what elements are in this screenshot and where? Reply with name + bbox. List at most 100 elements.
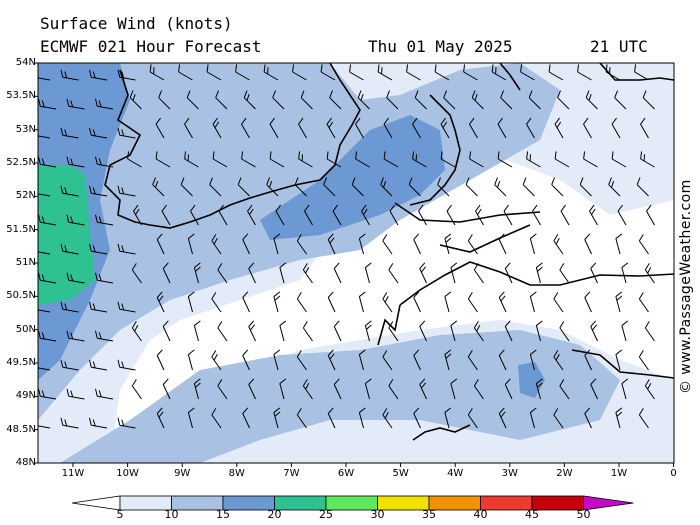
wind-barb (66, 98, 85, 110)
wind-barb (529, 349, 537, 371)
wind-barb (382, 234, 393, 255)
wind-barb (38, 419, 51, 429)
wind-barb (553, 292, 564, 313)
wind-barb (217, 379, 228, 400)
wind-barb (242, 407, 250, 429)
wind-barb (333, 378, 342, 400)
wind-barb (211, 408, 222, 429)
wind-barb (279, 262, 287, 284)
wind-barb (638, 234, 649, 255)
wind-barb (467, 408, 478, 429)
wind-barb (528, 90, 541, 110)
wind-barb (215, 90, 228, 110)
wind-barb (557, 90, 570, 110)
wind-barb (117, 243, 136, 255)
wind-barb (155, 151, 171, 168)
wind-barb (272, 90, 285, 110)
wind-barb (89, 69, 108, 81)
wind-barb (38, 245, 51, 255)
lat-label: 48.5N (6, 423, 36, 435)
wind-barb (241, 151, 256, 168)
wind-barb (469, 151, 484, 168)
wind-barb (180, 177, 193, 197)
wind-barb (156, 349, 165, 371)
wind-barb (218, 204, 228, 226)
wind-barb (554, 151, 570, 168)
wind-barb (298, 151, 313, 168)
wind-barb (559, 379, 570, 400)
lat-label: 49N (15, 390, 36, 402)
lat-label: 52.5N (6, 157, 36, 168)
wind-barb (327, 291, 336, 313)
wind-barb (60, 69, 79, 81)
wind-barb (584, 407, 592, 429)
wind-barb (275, 204, 285, 226)
wind-barb (66, 214, 85, 226)
wind-barb (323, 177, 336, 197)
wind-barb (358, 233, 366, 255)
wind-barb (212, 151, 228, 168)
wind-barb (498, 349, 507, 371)
wind-barb (273, 291, 281, 313)
wind-barb (187, 233, 195, 255)
wind-barb (242, 291, 250, 313)
legend-label: 30 (370, 508, 385, 521)
lon-label: 5W (392, 468, 409, 479)
lat-label: 51N (15, 257, 36, 268)
wind-barb (473, 321, 484, 342)
wind-barb (617, 204, 627, 226)
wind-barb (434, 64, 450, 81)
wind-barb (66, 388, 85, 400)
forecast-date: Thu 01 May 2025 (368, 37, 513, 56)
lon-label: 1W (610, 468, 628, 479)
wind-barb (382, 408, 393, 429)
wind-barb (469, 117, 478, 139)
wind-barb (60, 185, 79, 197)
wind-barb (358, 291, 366, 313)
wind-barb (211, 234, 222, 255)
lon-label: 6W (337, 468, 355, 479)
wind-barb (217, 263, 228, 284)
wind-barb (117, 359, 136, 371)
wind-barb (471, 90, 484, 110)
wind-barb (412, 151, 427, 168)
wind-barb (161, 204, 171, 226)
wind-barb (327, 233, 336, 255)
wind-barb (638, 350, 649, 371)
wind-barb (155, 117, 165, 139)
wind-barb (95, 272, 114, 284)
lon-label: 8W (228, 468, 245, 479)
wind-barb (638, 408, 649, 429)
wind-barb (149, 64, 165, 81)
wind-barb (95, 98, 114, 110)
wind-barb (382, 292, 393, 313)
axis-ticks (34, 62, 675, 467)
wind-barb (66, 330, 85, 342)
wind-barb (131, 263, 142, 284)
wind-barb (241, 117, 250, 139)
wind-barb (156, 233, 165, 255)
wind-barb (446, 204, 456, 226)
wind-barb (89, 185, 108, 197)
wind-barb (178, 64, 193, 81)
wind-barb (38, 303, 51, 313)
wind-barb (473, 379, 484, 400)
wind-barb (117, 127, 136, 139)
wind-barb (640, 151, 655, 168)
wind-barb (535, 320, 543, 342)
wind-barb (412, 117, 421, 139)
wind-barb (408, 177, 421, 197)
wind-band-20-25 (38, 165, 95, 305)
wind-barb (296, 350, 307, 371)
wind-barb (583, 151, 598, 168)
wind-barb (279, 320, 287, 342)
wind-barb (117, 69, 136, 81)
lat-label: 53.5N (6, 90, 36, 102)
wind-barb (522, 177, 535, 197)
wind-barb (89, 359, 108, 371)
wind-barb (129, 90, 142, 110)
lon-label: 11W (61, 468, 85, 479)
wind-barb (95, 388, 114, 400)
wind-barb (320, 64, 336, 81)
legend-label: 10 (164, 508, 179, 521)
